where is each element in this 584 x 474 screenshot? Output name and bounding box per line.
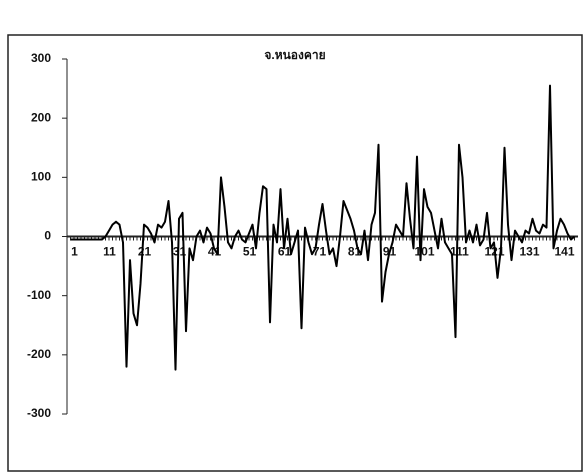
x-tick-label: 61 bbox=[278, 245, 292, 259]
y-tick-label: -300 bbox=[27, 406, 51, 420]
y-tick-label: -200 bbox=[27, 347, 51, 361]
x-tick-label: 1 bbox=[71, 245, 78, 259]
y-tick-label: 300 bbox=[31, 51, 51, 65]
data-line bbox=[70, 84, 576, 371]
chart-title: จ.หนองคาย bbox=[264, 48, 325, 62]
x-tick-label: 111 bbox=[450, 245, 469, 259]
y-tick-label: 0 bbox=[44, 229, 51, 243]
x-tick-label: 101 bbox=[414, 245, 434, 259]
x-tick-label: 21 bbox=[138, 245, 152, 259]
y-tick-label: 100 bbox=[31, 170, 51, 184]
y-tick-label: -100 bbox=[27, 288, 51, 302]
x-tick-label: 131 bbox=[519, 245, 539, 259]
chart-frame bbox=[7, 34, 583, 472]
x-tick-label: 51 bbox=[243, 245, 257, 259]
y-tick-label: 200 bbox=[31, 110, 51, 124]
x-tick-label: 11 bbox=[103, 245, 116, 259]
x-tick-label: 141 bbox=[554, 245, 574, 259]
